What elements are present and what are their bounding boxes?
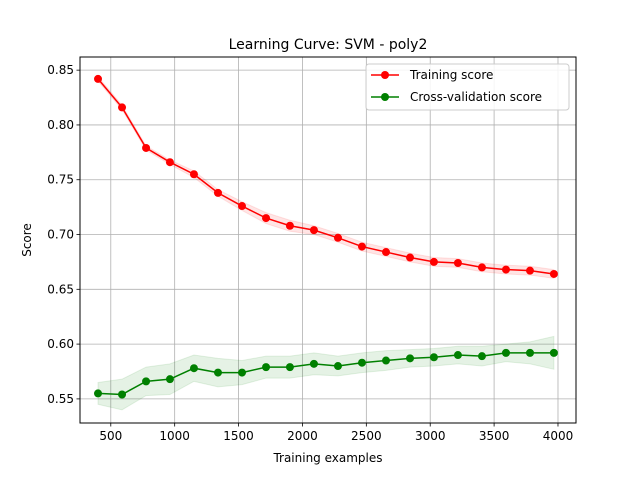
legend-label-cross-validation: Cross-validation score — [410, 90, 542, 104]
point-cross-validation — [213, 368, 222, 377]
point-cross-validation — [382, 356, 391, 365]
point-cross-validation — [262, 363, 271, 372]
x-axis-label: Training examples — [272, 451, 382, 465]
point-cross-validation — [238, 368, 247, 377]
point-cross-validation — [309, 359, 318, 368]
point-training — [189, 170, 198, 179]
point-training — [549, 269, 558, 278]
y-tick-label: 0.75 — [47, 173, 74, 187]
point-training — [118, 103, 127, 112]
x-tick-label: 2000 — [287, 429, 318, 443]
point-training — [213, 188, 222, 197]
x-tick-label: 4000 — [543, 429, 574, 443]
point-training — [309, 226, 318, 235]
point-cross-validation — [333, 362, 342, 371]
x-tick-label: 3500 — [479, 429, 510, 443]
point-cross-validation — [285, 363, 294, 372]
point-training — [406, 253, 415, 262]
point-training — [453, 259, 462, 268]
legend-box — [365, 63, 570, 111]
x-tick-label: 500 — [99, 429, 122, 443]
point-training — [501, 265, 510, 274]
point-cross-validation — [549, 348, 558, 357]
point-training — [238, 202, 247, 211]
y-axis-label: Score — [20, 223, 34, 257]
plot-frame — [79, 56, 577, 424]
x-tick-label: 2500 — [351, 429, 382, 443]
legend-marker-training — [381, 71, 389, 79]
x-tick-label: 3000 — [415, 429, 446, 443]
std-bands — [97, 75, 555, 411]
point-cross-validation — [142, 377, 151, 386]
y-tick-label: 0.85 — [47, 63, 74, 77]
point-cross-validation — [477, 352, 486, 361]
point-cross-validation — [429, 353, 438, 362]
point-cross-validation — [453, 351, 462, 360]
y-axis-ticks: 0.55 0.60 0.65 0.70 0.75 0.80 0.85 — [47, 63, 80, 406]
point-cross-validation — [501, 348, 510, 357]
legend-label-training: Training score — [409, 68, 493, 82]
chart-title: Learning Curve: SVM - poly2 — [229, 37, 428, 53]
line-cross-validation — [97, 352, 554, 396]
x-tick-label: 1000 — [159, 429, 190, 443]
y-tick-label: 0.80 — [47, 118, 74, 132]
series-lines — [97, 78, 554, 396]
std-band-training — [97, 75, 555, 279]
point-cross-validation — [406, 354, 415, 363]
point-training — [94, 74, 103, 83]
point-training — [477, 263, 486, 272]
point-cross-validation — [526, 348, 535, 357]
point-cross-validation — [189, 364, 198, 373]
y-tick-label: 0.70 — [47, 228, 74, 242]
legend-marker-cross-validation — [381, 93, 389, 101]
series-markers — [94, 74, 558, 399]
x-axis-ticks: 500 1000 1500 2000 2500 3000 3500 4000 — [99, 423, 573, 443]
point-training — [429, 257, 438, 266]
std-band-cross-validation — [97, 335, 555, 411]
point-training — [165, 158, 174, 167]
y-tick-label: 0.55 — [47, 392, 74, 406]
point-cross-validation — [118, 390, 127, 399]
y-tick-label: 0.60 — [47, 337, 74, 351]
point-training — [333, 233, 342, 242]
point-cross-validation — [94, 389, 103, 398]
y-tick-label: 0.65 — [47, 282, 74, 296]
point-cross-validation — [357, 358, 366, 367]
x-tick-label: 1500 — [223, 429, 254, 443]
point-training — [262, 214, 271, 223]
point-cross-validation — [165, 375, 174, 384]
point-training — [142, 143, 151, 152]
legend: Training score Cross-validation score — [365, 63, 570, 111]
point-training — [285, 221, 294, 230]
point-training — [526, 266, 535, 275]
point-training — [382, 248, 391, 257]
point-training — [357, 242, 366, 251]
plot-area-background — [80, 57, 576, 423]
line-training — [97, 78, 554, 275]
